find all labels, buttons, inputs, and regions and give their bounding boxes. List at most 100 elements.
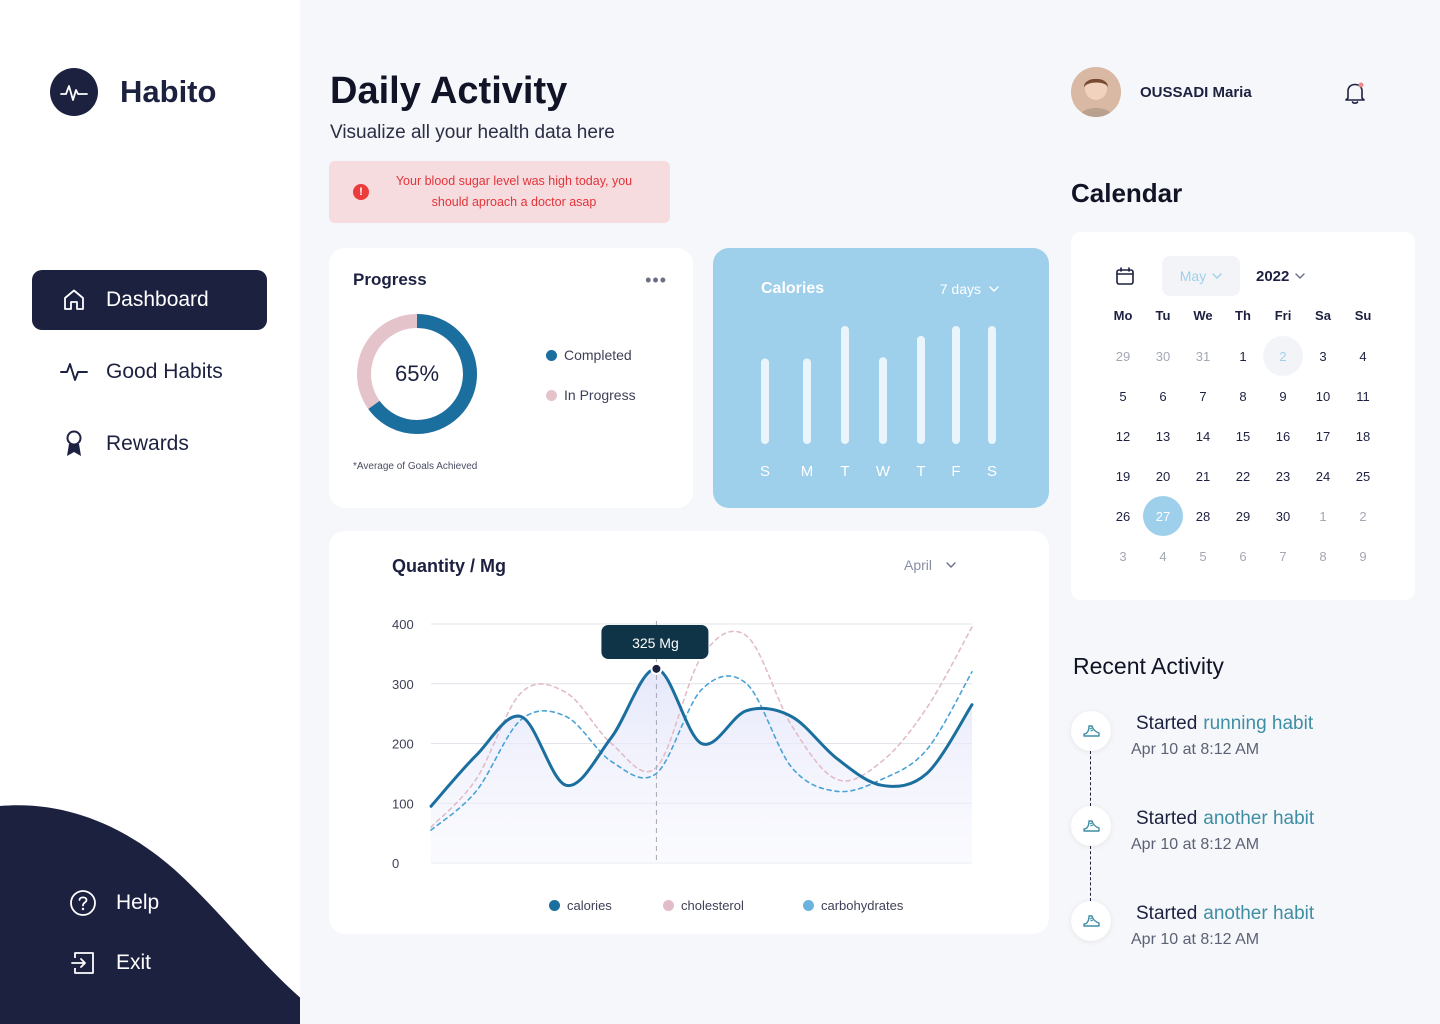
calendar-day[interactable]: 26 — [1115, 508, 1131, 524]
calendar-day[interactable]: 17 — [1315, 428, 1331, 444]
calendar-day[interactable]: 9 — [1359, 548, 1367, 564]
calendar-day[interactable]: 8 — [1239, 388, 1247, 404]
calendar-day[interactable]: 2 — [1359, 508, 1367, 524]
calendar-day-selected[interactable]: 27 — [1143, 496, 1183, 536]
exit-icon — [68, 948, 98, 978]
running-shoe-icon — [1071, 711, 1111, 751]
activity-prefix: Started — [1136, 903, 1198, 924]
calendar-day[interactable]: 30 — [1155, 348, 1171, 364]
y-tick-label: 0 — [392, 856, 399, 871]
calendar-day[interactable]: 11 — [1356, 388, 1370, 404]
legend-dot-cholesterol — [663, 900, 674, 911]
donut-completed-arc — [357, 314, 477, 434]
calendar-day[interactable]: 6 — [1239, 548, 1247, 564]
activity-prefix: Started — [1136, 713, 1198, 734]
weekday-header: Mo Tu We Th Fri Sa Su — [1103, 306, 1383, 326]
y-tick-label: 300 — [392, 677, 414, 692]
calendar-day[interactable]: 5 — [1199, 548, 1207, 564]
calendar-day[interactable]: 31 — [1195, 348, 1211, 364]
activity-text: Started another habit — [1136, 903, 1314, 925]
help-button[interactable]: Help — [68, 885, 159, 921]
calendar-day[interactable]: 2 — [1263, 336, 1303, 376]
timeline-connector — [1090, 751, 1091, 806]
calendar-day[interactable]: 20 — [1155, 468, 1171, 484]
calories-range-label: 7 days — [939, 281, 981, 297]
calendar-day[interactable]: 5 — [1119, 388, 1127, 404]
calendar-day[interactable]: 21 — [1195, 468, 1211, 484]
calorie-day-label: S — [760, 463, 770, 480]
sidebar: Habito Dashboard Good Habits Rewards — [0, 0, 300, 1024]
alert-text: Your blood sugar level was high today, y… — [395, 174, 633, 209]
home-icon — [60, 286, 88, 314]
calendar-day[interactable]: 22 — [1235, 468, 1251, 484]
highlight-point[interactable] — [650, 662, 663, 675]
calendar-day[interactable]: 13 — [1155, 428, 1171, 444]
nav-item-good-habits[interactable]: Good Habits — [32, 342, 267, 402]
series-line-calories — [429, 667, 974, 808]
weekday-label: Fri — [1274, 308, 1292, 323]
calendar-day[interactable]: 29 — [1235, 508, 1251, 524]
bell-icon[interactable] — [1342, 80, 1368, 106]
progress-card: Progress ••• 65% Completed In Progress *… — [329, 248, 693, 508]
more-options-icon[interactable]: ••• — [645, 270, 667, 290]
calendar-day[interactable]: 1 — [1239, 348, 1247, 364]
calendar-day[interactable]: 10 — [1315, 388, 1331, 404]
calendar-day[interactable]: 3 — [1319, 348, 1327, 364]
avatar — [1071, 67, 1121, 117]
help-label: Help — [116, 891, 160, 914]
quantity-month-label: April — [904, 557, 933, 573]
y-tick-label: 200 — [392, 737, 414, 752]
calendar-day[interactable]: 12 — [1115, 428, 1131, 444]
running-shoe-icon — [1071, 806, 1111, 846]
calendar-day[interactable]: 6 — [1159, 388, 1167, 404]
alert-icon: ! — [353, 184, 369, 200]
user-name: OUSSADI Maria — [1140, 83, 1252, 101]
nav-item-dashboard[interactable]: Dashboard — [32, 270, 267, 330]
calorie-day-label: M — [801, 463, 814, 480]
calendar-day[interactable]: 4 — [1359, 348, 1367, 364]
legend-label-carbohydrates: carbohydrates — [821, 898, 904, 913]
calendar-day[interactable]: 3 — [1119, 548, 1127, 564]
month-select[interactable]: May — [1162, 256, 1240, 296]
calorie-day-label: T — [916, 463, 925, 480]
nav-label-good-habits: Good Habits — [106, 360, 223, 383]
calendar-day[interactable]: 14 — [1195, 428, 1211, 444]
nav-item-rewards[interactable]: Rewards — [32, 414, 267, 474]
legend-dot-carbohydrates — [803, 900, 814, 911]
calendar-day[interactable]: 1 — [1319, 508, 1327, 524]
calendar-day[interactable]: 16 — [1275, 428, 1291, 444]
calories-range-dropdown[interactable]: 7 days — [940, 281, 999, 297]
quantity-month-dropdown[interactable]: April — [904, 557, 956, 573]
calendar-day[interactable]: 30 — [1275, 508, 1291, 524]
calendar-day[interactable]: 4 — [1159, 548, 1167, 564]
health-alert: ! Your blood sugar level was high today,… — [329, 161, 670, 223]
calendar-day[interactable]: 19 — [1115, 468, 1131, 484]
activity-habit-link[interactable]: another habit — [1203, 903, 1315, 924]
y-tick-label: 100 — [392, 796, 414, 811]
calendar-day[interactable]: 15 — [1235, 428, 1251, 444]
activity-prefix: Started — [1136, 808, 1198, 829]
activity-habit-link[interactable]: another habit — [1203, 808, 1315, 829]
calendar-day[interactable]: 28 — [1195, 508, 1211, 524]
calendar-day[interactable]: 29 — [1115, 348, 1131, 364]
legend-label-calories: calories — [567, 898, 612, 913]
main-nav: Dashboard Good Habits Rewards — [32, 270, 267, 486]
tooltip-label: 325 Mg — [632, 635, 679, 651]
calendar-day[interactable]: 7 — [1279, 548, 1287, 564]
calendar-day[interactable]: 8 — [1319, 548, 1327, 564]
month-select-label: May — [1179, 268, 1207, 284]
calendar-day[interactable]: 18 — [1355, 428, 1371, 444]
calendar-day[interactable]: 24 — [1315, 468, 1331, 484]
activity-habit-link[interactable]: running habit — [1203, 713, 1314, 734]
calendar-day[interactable]: 25 — [1355, 468, 1371, 484]
chevron-down-icon — [946, 562, 956, 568]
calendar-day[interactable]: 7 — [1199, 388, 1207, 404]
exit-button[interactable]: Exit — [68, 945, 159, 981]
user-profile[interactable]: OUSSADI Maria — [1071, 67, 1252, 117]
calendar-day[interactable]: 9 — [1279, 388, 1287, 404]
calendar-day[interactable]: 23 — [1275, 468, 1291, 484]
brand[interactable]: Habito — [50, 68, 216, 116]
year-select[interactable]: 2022 — [1256, 256, 1306, 296]
pulse-logo-icon — [50, 68, 98, 116]
help-icon — [68, 888, 98, 918]
